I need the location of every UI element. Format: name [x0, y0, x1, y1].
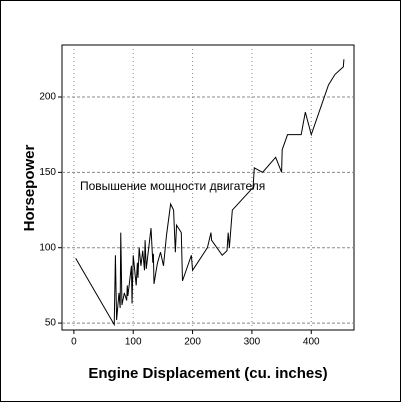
y-tick-label: 150 — [39, 167, 56, 178]
y-tick-label: 200 — [39, 92, 56, 103]
x-tick-label: 200 — [184, 337, 201, 348]
plot-area — [61, 44, 355, 331]
annotation: Повышение мощности двигателя — [80, 179, 265, 193]
y-tick-label: 100 — [39, 242, 56, 253]
line — [75, 59, 345, 327]
x-tick-label: 400 — [303, 337, 320, 348]
x-tick-label: 0 — [71, 337, 77, 348]
y-tick-label: 50 — [45, 318, 57, 329]
x-axis-title: Engine Displacement (cu. inches) — [88, 365, 327, 382]
y-axis-title: Horsepower — [21, 144, 38, 231]
x-tick-label: 100 — [125, 337, 142, 348]
x-tick-label: 300 — [244, 337, 261, 348]
